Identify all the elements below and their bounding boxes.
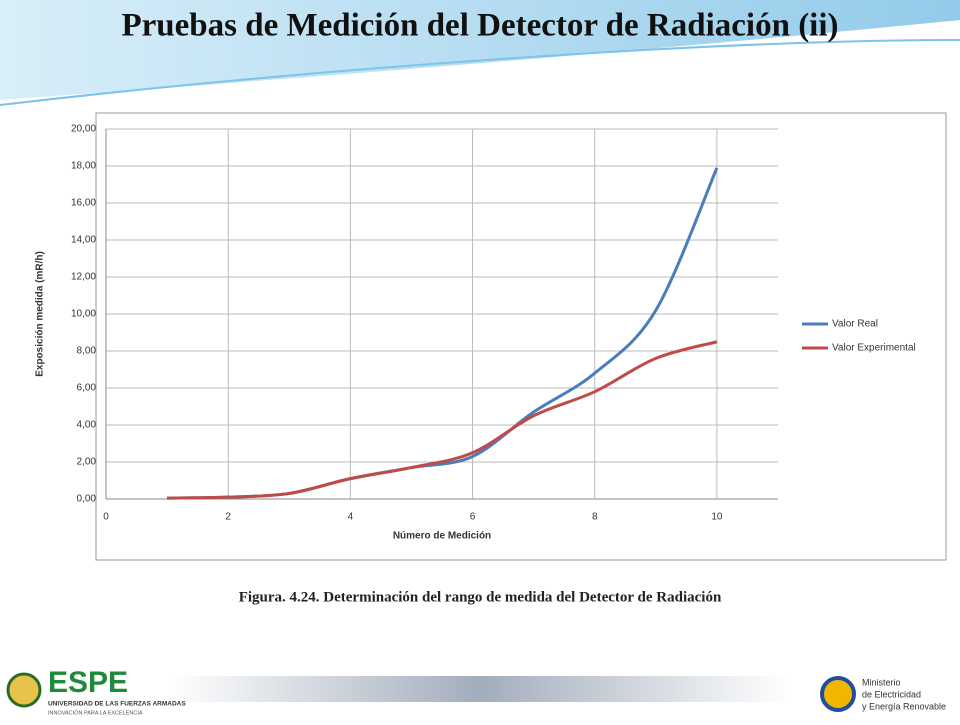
header-wave (0, 0, 960, 100)
motto: INNOVACIÓN PARA LA EXCELENCIA (48, 709, 143, 716)
legend-label: Valor Experimental (832, 343, 916, 354)
ministry-line: y Energía Renovable (862, 701, 946, 711)
y-tick-label: 16,00 (71, 198, 96, 209)
ministry-line: de Electricidad (862, 689, 921, 699)
x-tick-label: 0 (103, 512, 109, 523)
x-tick-label: 8 (592, 512, 598, 523)
slide-title: Pruebas de Medición del Detector de Radi… (121, 8, 838, 44)
y-tick-label: 8,00 (77, 346, 97, 357)
ministry-line: Ministerio (862, 677, 901, 687)
y-tick-label: 6,00 (77, 383, 97, 394)
caption: Figura. 4.24. Determinación del rango de… (239, 589, 722, 605)
legend-label: Valor Real (832, 319, 878, 330)
header-line (0, 39, 960, 106)
chart-frame (95, 112, 947, 561)
footer-band (170, 676, 790, 702)
y-tick-label: 2,00 (77, 457, 97, 468)
x-tick-label: 4 (348, 512, 354, 523)
ministry-emblem (820, 676, 856, 712)
x-tick-label: 10 (711, 512, 723, 523)
y-tick-label: 0,00 (77, 494, 97, 505)
y-tick-label: 20,00 (71, 124, 96, 135)
plot: 0,00 2,00 4,00 6,00 8,00 10,00 12,00 14,00 16,00… (35, 124, 916, 542)
y-tick-label: 10,00 (71, 309, 96, 320)
espe-emblem (6, 672, 42, 708)
university: UNIVERSIDAD DE LAS FUERZAS ARMADAS (48, 701, 186, 708)
x-tick-label: 6 (470, 512, 476, 523)
y-tick-label: 12,00 (71, 272, 96, 283)
y-tick-label: 18,00 (71, 161, 96, 172)
x-axis-label: Número de Medición (393, 531, 491, 542)
y-tick-label: 14,00 (71, 235, 96, 246)
y-axis-label: Exposición medida (mR/h) (35, 251, 46, 377)
logo-text: ESPE (48, 666, 128, 699)
series-line (167, 340, 718, 500)
y-tick-label: 4,00 (77, 420, 97, 431)
x-tick-label: 2 (225, 512, 231, 523)
